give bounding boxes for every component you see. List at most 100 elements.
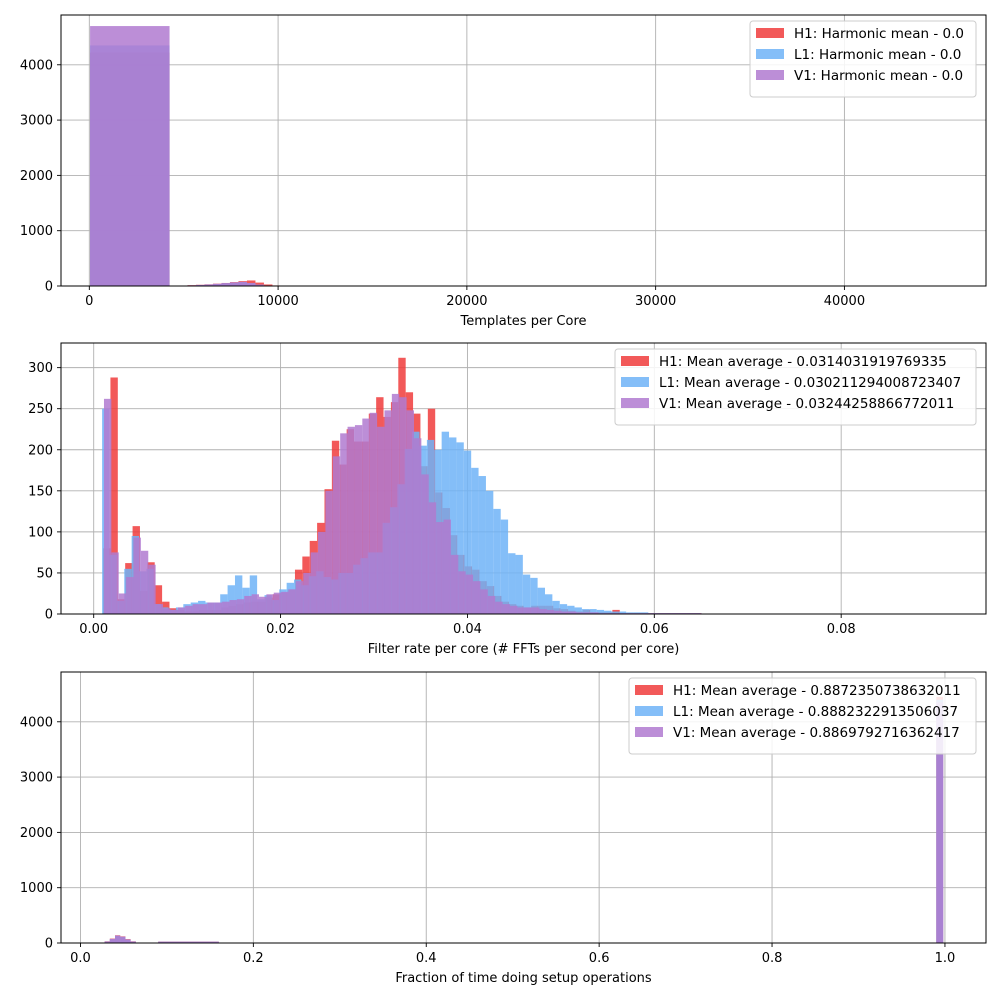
y-tick-label: 0 (45, 937, 53, 952)
histogram-bar (310, 552, 319, 614)
histogram-bar (500, 519, 509, 614)
y-tick-label: 0 (45, 608, 53, 623)
y-tick-label: 100 (28, 525, 53, 540)
histogram-bar (583, 612, 592, 614)
axes-frame (60, 342, 987, 615)
legend: H1: Mean average - 0.8872350738632011 L1:… (628, 677, 977, 755)
histogram-bar (508, 553, 516, 614)
x-tick-label: 20000 (446, 294, 487, 309)
histogram-bar (170, 609, 178, 614)
histogram-bar (222, 601, 230, 614)
histogram-bar (115, 935, 121, 943)
histogram-bar (221, 283, 230, 286)
histogram-bars (102, 357, 702, 614)
histogram-bar (295, 581, 304, 614)
y-tick-label: 3000 (20, 771, 53, 786)
ticks: 0.00 0.02 0.04 0.06 0.08 0 50 100 150 200 250 300 (28, 361, 855, 637)
histogram-bar (530, 577, 538, 614)
histogram-bar (229, 600, 237, 614)
legend-swatch (635, 727, 663, 737)
histogram-bar (449, 437, 457, 614)
x-tick-label: 0.06 (640, 622, 669, 637)
histogram-bar (255, 284, 264, 286)
histogram-bar (103, 398, 112, 614)
y-tick-label: 2000 (20, 826, 53, 841)
y-tick-label: 1000 (20, 881, 53, 896)
histogram-bar (539, 609, 547, 614)
histogram-bar (246, 282, 256, 286)
histogram-bar (428, 502, 437, 614)
histogram-bar (238, 281, 247, 286)
x-tick-label: 0.8 (762, 951, 783, 966)
legend-swatch (635, 685, 663, 695)
x-axis-label: Filter rate per core (# FFTs per second … (368, 642, 680, 657)
histogram-bar (155, 604, 164, 614)
histogram-bar (214, 602, 223, 614)
legend-swatch (621, 398, 649, 408)
legend-box (628, 677, 977, 755)
histogram-bar (130, 941, 136, 943)
legend-swatch (756, 49, 784, 59)
histogram-bar (480, 589, 488, 614)
x-tick-label: 30000 (635, 294, 676, 309)
histogram-bar (537, 587, 545, 614)
histogram-bar (936, 702, 944, 943)
histogram-bar (478, 476, 486, 614)
histogram-bar (399, 397, 407, 614)
legend-swatch (756, 28, 784, 38)
legend-entry: L1: Harmonic mean - 0.0 (794, 47, 961, 63)
histogram-bar (509, 605, 518, 614)
ticks: 0 10000 20000 30000 40000 0 1000 2000 3000 4000 (20, 58, 865, 309)
legend-entry: H1: Harmonic mean - 0.0 (794, 26, 964, 42)
histogram-bar (104, 941, 110, 943)
histogram-bar (332, 456, 341, 614)
histogram-bar (148, 564, 156, 614)
legend-box (614, 348, 977, 426)
histogram-bar (177, 607, 186, 614)
histogram-bar (561, 611, 570, 614)
histogram-bar (502, 604, 510, 614)
histogram-bar (185, 605, 193, 614)
y-tick-label: 200 (28, 443, 53, 458)
series-v1 (90, 26, 273, 287)
histogram-bars (90, 26, 280, 287)
legend-swatch (621, 356, 649, 366)
histogram-bar (450, 554, 459, 614)
histogram-bar (369, 412, 378, 614)
legend-entry: L1: Mean average - 0.8882322913506037 (673, 704, 958, 720)
legend: H1: Harmonic mean - 0.0 L1: Harmonic mean… (749, 20, 977, 98)
x-tick-label: 0.02 (266, 622, 295, 637)
histogram-bar (524, 607, 533, 614)
histogram-bar (212, 283, 222, 286)
histogram-bar (443, 519, 451, 614)
histogram-bar (273, 592, 282, 614)
histogram-bar (591, 612, 599, 614)
histogram-bar (421, 474, 429, 614)
histogram-bar (384, 410, 392, 614)
histogram-bar (473, 581, 481, 614)
histogram-bar (125, 939, 131, 943)
histogram-bar (255, 282, 264, 286)
legend-swatch (635, 706, 663, 716)
histogram-bar (288, 589, 296, 614)
histogram-bar (493, 508, 501, 614)
histogram-bar (229, 282, 239, 286)
histogram-bar (377, 426, 385, 614)
histogram-bar (567, 605, 575, 614)
legend-entry: V1: Mean average - 0.8869792716362417 (673, 725, 960, 741)
histogram-bar (199, 604, 208, 614)
histogram-bar (118, 593, 127, 614)
histogram-bar (554, 610, 562, 614)
histogram-bar (581, 609, 590, 614)
histogram-bar (485, 490, 494, 614)
histogram-bar (163, 608, 171, 614)
y-tick-label: 250 (28, 402, 53, 417)
legend-entry: L1: Mean average - 0.030211294008723407 (659, 375, 961, 391)
legend-entry: V1: Harmonic mean - 0.0 (794, 68, 963, 84)
x-tick-label: 0.4 (416, 951, 437, 966)
histogram-bar (258, 596, 267, 614)
axes-frame (60, 671, 987, 944)
histogram-bar (532, 607, 540, 614)
histogram-bar (207, 602, 215, 614)
